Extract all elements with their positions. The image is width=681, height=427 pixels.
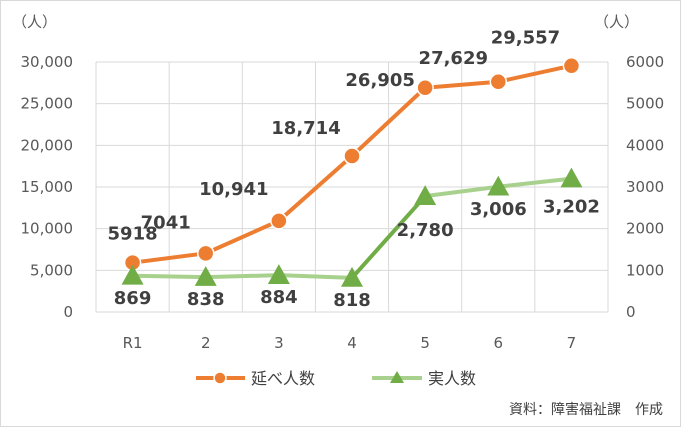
- data-label-total: 29,557: [491, 28, 560, 49]
- y-left-tick-label: 20,000: [21, 136, 74, 154]
- data-label-actual: 2,780: [397, 220, 454, 241]
- gridlines: [95, 61, 609, 313]
- x-tick-label: 7: [567, 334, 577, 352]
- x-tick-label: 5: [420, 334, 430, 352]
- y-right-tick-label: 6000: [626, 53, 664, 71]
- y-right-tick-label: 3000: [626, 178, 664, 196]
- data-label-total: 27,629: [419, 48, 488, 69]
- marker-total-point: [343, 147, 361, 165]
- data-label-total: 26,905: [345, 70, 414, 91]
- marker-actual-point: [560, 167, 583, 188]
- legend-marker-actual: [390, 371, 404, 383]
- marker-total-point: [562, 56, 581, 75]
- y-left-unit: （人）: [12, 13, 57, 31]
- data-label-total: 7041: [141, 212, 191, 233]
- series-line-actual: [350, 194, 428, 280]
- data-label-total: 5918: [108, 224, 158, 245]
- marker-total-point: [196, 244, 215, 263]
- series-line-actual: [203, 273, 281, 280]
- data-label-actual: 884: [260, 287, 298, 308]
- y-right-tick-label: 5000: [626, 95, 664, 113]
- marker-actual-point: [121, 264, 144, 285]
- x-tick-label: R1: [123, 334, 143, 352]
- marker-total-point: [416, 79, 434, 97]
- series-line-actual: [496, 176, 574, 189]
- axes: 0 0 5,000 1000 10,000 2000 15,000 3000 20,000 400…: [12, 13, 664, 352]
- data-label-actual: 3,202: [543, 197, 600, 218]
- marker-actual-point: [341, 266, 363, 287]
- y-right-tick-label: 0: [626, 303, 636, 321]
- y-left-tick-label: 5,000: [30, 261, 73, 279]
- data-label-actual: 3,006: [470, 199, 527, 220]
- data-label-actual: 838: [187, 289, 225, 310]
- y-right-tick-label: 4000: [626, 136, 664, 154]
- marker-total-point: [270, 212, 288, 230]
- y-left-tick-label: 30,000: [21, 53, 74, 71]
- series-line-actual: [276, 273, 354, 280]
- y-right-tick-label: 2000: [626, 220, 664, 238]
- y-right-unit: （人）: [594, 13, 639, 31]
- legend: 延べ人数 実人数: [196, 369, 476, 388]
- y-left-tick-label: 0: [63, 303, 73, 321]
- data-label-total: 18,714: [271, 118, 340, 139]
- data-label-total: 10,941: [199, 179, 268, 200]
- data-label-actual: 818: [333, 290, 371, 311]
- y-left-tick-label: 15,000: [21, 178, 74, 196]
- y-right-tick-label: 1000: [626, 261, 664, 279]
- series: [121, 56, 583, 287]
- legend-label-total: 延べ人数: [251, 369, 315, 388]
- x-tick-label: 2: [201, 334, 211, 352]
- marker-total-point: [489, 73, 508, 91]
- legend-marker-total: [213, 371, 227, 385]
- series-line-actual: [423, 184, 501, 199]
- x-tick-label: 6: [494, 334, 504, 352]
- marker-actual-point: [267, 264, 290, 284]
- series-line-actual: [130, 273, 208, 280]
- y-left-tick-label: 25,000: [21, 95, 74, 113]
- marker-actual-point: [194, 266, 217, 286]
- marker-actual-point: [487, 175, 510, 196]
- x-tick-label: 4: [347, 334, 357, 352]
- data-label-actual: 869: [114, 288, 152, 309]
- legend-label-actual: 実人数: [428, 369, 476, 388]
- y-left-tick-label: 10,000: [21, 220, 74, 238]
- x-tick-label: 3: [274, 334, 284, 352]
- source-note: 資料：障害福祉課 作成: [509, 402, 663, 418]
- marker-actual-point: [414, 185, 437, 205]
